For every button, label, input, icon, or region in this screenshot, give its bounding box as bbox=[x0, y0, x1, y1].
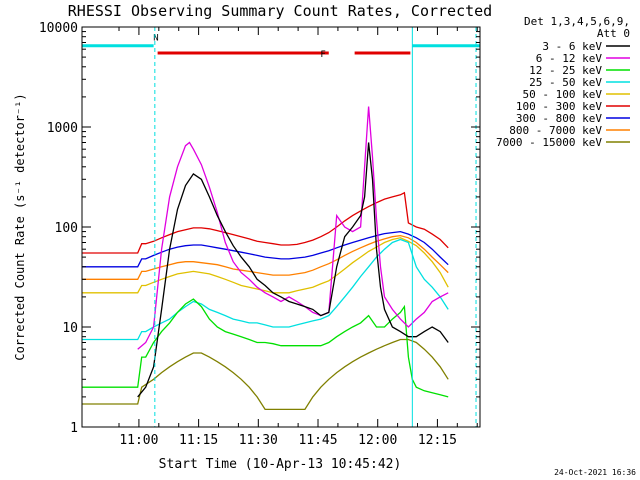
legend-header-detectors: Det 1,3,4,5,6,9, bbox=[524, 15, 630, 28]
y-tick-label: 1 bbox=[70, 421, 78, 436]
flag-label-n: N bbox=[153, 34, 158, 44]
legend-header-attenuator: Att 0 bbox=[597, 27, 630, 40]
x-axis-label: Start Time (10-Apr-13 10:45:42) bbox=[159, 457, 402, 472]
series-line-800-7000-kev bbox=[82, 234, 449, 280]
series-line-300-800-kev bbox=[82, 230, 449, 268]
legend-label-300-800-kev: 300 - 800 keV bbox=[516, 112, 602, 125]
y-axis-label: Corrected Count Rate (s⁻¹ detector⁻¹) bbox=[13, 93, 27, 360]
series-line-6-12-kev bbox=[137, 106, 449, 350]
series-line-7000-15000-kev bbox=[82, 338, 449, 411]
series-line-3-6-kev bbox=[137, 142, 449, 398]
series-line-100-300-kev bbox=[82, 191, 449, 254]
flag-label-f: F bbox=[320, 50, 325, 60]
legend-label-800-7000-kev: 800 - 7000 keV bbox=[509, 124, 602, 137]
x-tick-label: 11:45 bbox=[298, 433, 337, 448]
series-lines bbox=[82, 106, 449, 411]
legend-label-100-300-kev: 100 - 300 keV bbox=[516, 100, 602, 113]
series-line-12-25-kev bbox=[82, 298, 449, 398]
y-tick-label: 10000 bbox=[39, 21, 78, 36]
flag-bars: NF bbox=[82, 34, 480, 60]
legend-label-3-6-kev: 3 - 6 keV bbox=[542, 40, 602, 53]
legend-label-6-12-kev: 6 - 12 keV bbox=[536, 52, 603, 65]
legend-label-12-25-kev: 12 - 25 keV bbox=[529, 64, 602, 77]
y-tick-label: 100 bbox=[55, 221, 78, 236]
x-tick-label: 12:15 bbox=[418, 433, 457, 448]
chart-title: RHESSI Observing Summary Count Rates, Co… bbox=[68, 2, 492, 20]
x-tick-label: 11:30 bbox=[239, 433, 278, 448]
x-tick-label: 11:00 bbox=[119, 433, 158, 448]
y-axis: 1 10 100 1000 10000 bbox=[39, 21, 480, 436]
x-tick-label: 11:15 bbox=[179, 433, 218, 448]
x-tick-label: 12:00 bbox=[358, 433, 397, 448]
legend-label-50-100-kev: 50 - 100 keV bbox=[523, 88, 603, 101]
series-line-50-100-kev bbox=[82, 237, 449, 294]
legend-label-7000-15000-kev: 7000 - 15000 keV bbox=[496, 136, 602, 149]
date-stamp: 24-Oct-2021 16:36 bbox=[554, 468, 636, 477]
x-axis: 11:00 11:15 11:30 11:45 12:00 12:15 bbox=[118, 27, 478, 448]
legend-label-25-50-kev: 25 - 50 keV bbox=[529, 76, 602, 89]
y-tick-label: 10 bbox=[62, 321, 78, 336]
y-tick-label: 1000 bbox=[47, 121, 78, 136]
